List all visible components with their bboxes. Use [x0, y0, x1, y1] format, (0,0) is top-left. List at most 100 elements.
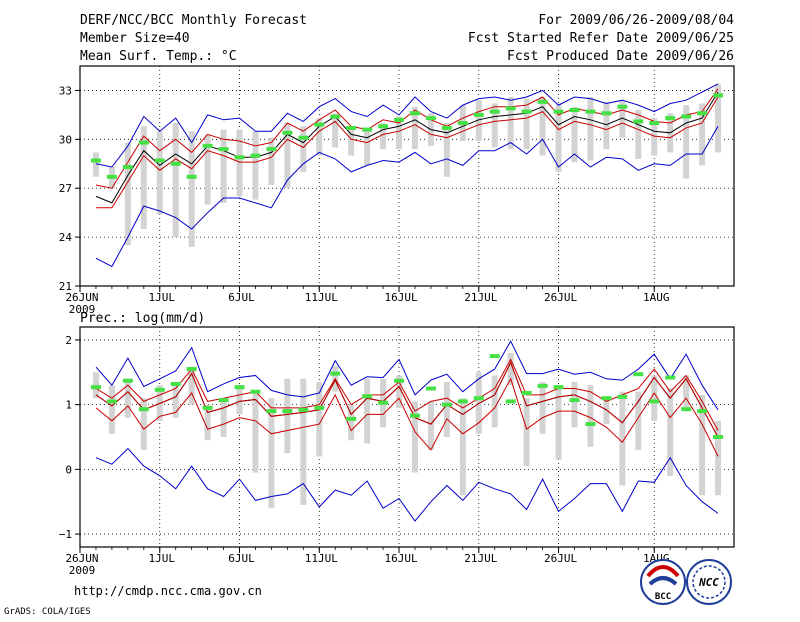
reference-marker — [569, 108, 580, 112]
x-tick-label: 16JUL — [384, 552, 417, 565]
member-range-bar — [443, 123, 450, 177]
member-range-bar — [635, 110, 642, 159]
member-range-bar — [140, 126, 147, 229]
series-line-spread-lower — [95, 377, 719, 457]
reference-marker — [505, 399, 516, 404]
reference-marker — [122, 165, 133, 170]
reference-marker — [266, 409, 277, 414]
member-range-bar — [539, 96, 546, 156]
grads-credit: GrADS: COLA/IGES — [4, 607, 91, 617]
member-range-bar — [715, 420, 722, 496]
reference-marker — [521, 391, 532, 395]
member-range-bar — [491, 103, 498, 148]
reference-marker — [138, 407, 149, 412]
reference-marker — [665, 375, 676, 380]
reference-marker — [282, 130, 293, 135]
member-range-bar — [507, 352, 514, 386]
reference-marker — [186, 174, 197, 179]
reference-marker — [553, 385, 564, 390]
member-range-bar — [220, 398, 227, 437]
series-line-spread-upper — [95, 358, 719, 431]
x-tick-label: 1AUG — [643, 291, 670, 304]
member-range-bar — [188, 131, 195, 247]
member-range-bar — [507, 96, 514, 150]
member-range-bar — [619, 391, 626, 486]
reference-marker — [202, 143, 213, 148]
member-range-bar — [667, 388, 674, 476]
series-line-spread-upper — [95, 88, 719, 189]
bcc-logo-text: BCC — [655, 592, 671, 602]
reference-marker — [298, 135, 309, 140]
reference-marker — [713, 93, 724, 98]
member-range-bar — [587, 96, 594, 161]
reference-marker — [441, 402, 452, 407]
valid-range-label: For 2009/06/26-2009/08/04 — [538, 13, 734, 28]
member-range-bar — [172, 123, 179, 238]
reference-marker — [394, 117, 405, 122]
reference-marker — [154, 158, 165, 163]
reference-marker — [409, 413, 420, 418]
plot-frame — [79, 65, 735, 287]
x-tick-label: 26JUL — [544, 291, 577, 304]
member-range-bar — [348, 129, 355, 156]
reference-marker — [330, 114, 341, 119]
member-range-bar — [539, 382, 546, 434]
y-tick-label: 0 — [65, 463, 72, 476]
reference-marker — [346, 416, 357, 421]
reference-marker — [601, 111, 612, 116]
reference-marker — [378, 124, 389, 129]
x-tick-label: 21JUL — [464, 291, 497, 304]
source-url[interactable]: http://cmdp.ncc.cma.gov.cn — [74, 584, 262, 598]
member-range-bar — [204, 134, 211, 205]
reference-marker — [282, 409, 293, 414]
reference-marker — [585, 422, 596, 427]
member-range-bar — [252, 391, 259, 473]
x-tick-label: 11JUL — [305, 291, 338, 304]
reference-marker — [601, 396, 612, 401]
member-range-bar — [683, 105, 690, 179]
reference-marker — [90, 158, 101, 163]
reference-marker — [681, 114, 692, 119]
reference-marker — [633, 119, 644, 124]
x-tick-label: 6JUL — [228, 552, 255, 565]
member-range-bar — [124, 142, 131, 246]
member-range-bar — [220, 129, 227, 203]
member-range-bar — [699, 394, 706, 496]
member-range-bar — [364, 378, 371, 444]
reference-marker — [250, 389, 261, 394]
precip-panel-title: Prec.: log(mm/d) — [80, 311, 205, 326]
member-range-bar — [300, 126, 307, 172]
member-range-bar — [284, 123, 291, 189]
series-line-ensemble-min — [95, 447, 719, 522]
reference-marker — [457, 399, 468, 404]
member-range-bar — [252, 131, 259, 200]
member-range-bar — [715, 83, 722, 153]
x-tick-label: 26JUN — [65, 552, 98, 565]
x-tick-label: 26JUN — [65, 291, 98, 304]
reference-marker — [106, 399, 117, 404]
member-range-bar — [140, 398, 147, 450]
y-tick-label: 30 — [59, 133, 72, 146]
member-range-bar — [156, 131, 163, 215]
reference-marker — [489, 109, 500, 114]
chart-title: DERF/NCC/BCC Monthly Forecast — [80, 13, 307, 28]
member-range-bar — [348, 404, 355, 441]
produced-date-label: Fcst Produced Date 2009/06/26 — [507, 49, 734, 64]
reference-marker — [409, 111, 420, 116]
x-tick-label: 26JUL — [544, 552, 577, 565]
member-range-bar — [555, 385, 562, 460]
x-tick-label: 11JUL — [305, 552, 338, 565]
member-range-bar — [284, 378, 291, 454]
member-range-bar — [411, 401, 418, 473]
y-tick-label: 33 — [59, 84, 72, 97]
reference-marker — [537, 383, 548, 388]
reference-marker — [250, 153, 261, 158]
member-range-bar — [268, 137, 275, 185]
reference-marker — [234, 155, 245, 160]
reference-marker — [378, 400, 389, 405]
member-range-bar — [411, 106, 418, 150]
plot-frame — [79, 326, 735, 548]
member-range-bar — [475, 100, 482, 141]
reference-marker — [713, 435, 724, 439]
